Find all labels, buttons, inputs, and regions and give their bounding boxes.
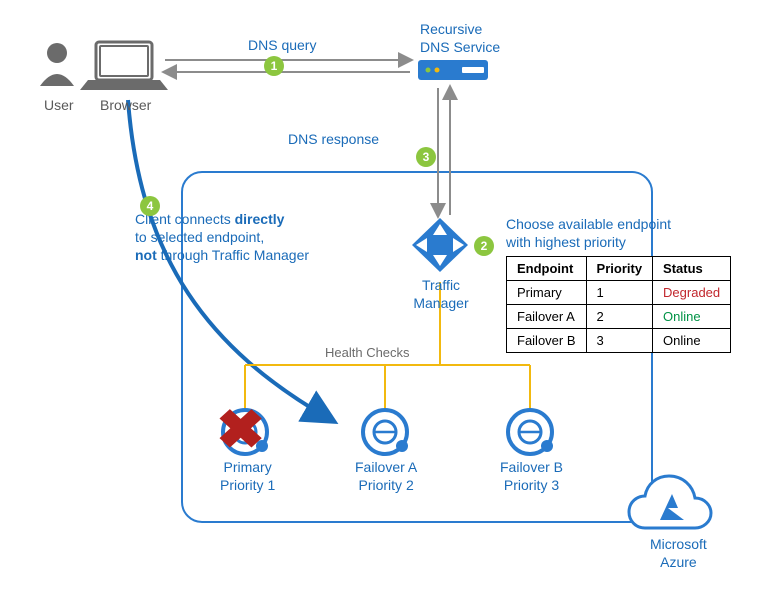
endpoint-failover-a-icon bbox=[363, 410, 408, 454]
user-icon bbox=[40, 43, 74, 86]
cell-endpoint: Failover A bbox=[507, 305, 587, 329]
azure-label-l2: Azure bbox=[660, 554, 697, 570]
endpoint-primary-priority: Priority 1 bbox=[220, 477, 275, 493]
endpoint-failover-a-name: Failover A bbox=[355, 459, 417, 475]
endpoint-failover-b-label: Failover B Priority 3 bbox=[500, 458, 563, 494]
cell-priority: 2 bbox=[586, 305, 653, 329]
endpoint-failover-b-icon bbox=[508, 410, 553, 454]
th-endpoint: Endpoint bbox=[507, 257, 587, 281]
cell-status: Online bbox=[653, 329, 731, 353]
choose-endpoint-l2: with highest priority bbox=[506, 234, 626, 250]
browser-label: Browser bbox=[100, 96, 151, 114]
client-connect-l3a: not bbox=[135, 247, 157, 263]
th-status: Status bbox=[653, 257, 731, 281]
dns-query-label: DNS query bbox=[248, 36, 316, 54]
endpoint-failover-b-name: Failover B bbox=[500, 459, 563, 475]
browser-icon bbox=[80, 42, 168, 90]
primary-failed-x-icon: ✖ bbox=[216, 398, 266, 461]
dns-service-label-l2: DNS Service bbox=[420, 39, 500, 55]
step-badge-2: 2 bbox=[474, 236, 494, 256]
client-connect-l3b: through Traffic Manager bbox=[157, 247, 309, 263]
table-row: Failover B 3 Online bbox=[507, 329, 731, 353]
table-row: Primary 1 Degraded bbox=[507, 281, 731, 305]
dns-response-label: DNS response bbox=[288, 130, 379, 148]
table-row: Failover A 2 Online bbox=[507, 305, 731, 329]
traffic-manager-icon bbox=[412, 218, 468, 272]
endpoint-table: Endpoint Priority Status Primary 1 Degra… bbox=[506, 256, 731, 353]
client-connect-text: Client connects directly to selected end… bbox=[135, 210, 365, 265]
health-checks-label: Health Checks bbox=[325, 345, 410, 362]
user-label: User bbox=[44, 96, 74, 114]
choose-endpoint-l1: Choose available endpoint bbox=[506, 216, 671, 232]
choose-endpoint-text: Choose available endpoint with highest p… bbox=[506, 215, 671, 251]
step-badge-1: 1 bbox=[264, 56, 284, 76]
traffic-manager-label: Traffic Manager bbox=[396, 276, 486, 312]
endpoint-failover-b-priority: Priority 3 bbox=[504, 477, 559, 493]
endpoint-primary-name: Primary bbox=[224, 459, 272, 475]
client-connect-l1b: directly bbox=[235, 211, 285, 227]
step-badge-3: 3 bbox=[416, 147, 436, 167]
endpoint-primary-label: Primary Priority 1 bbox=[220, 458, 275, 494]
dns-service-label: Recursive DNS Service bbox=[420, 20, 500, 56]
cell-endpoint: Primary bbox=[507, 281, 587, 305]
dns-service-icon bbox=[418, 60, 488, 80]
table-header-row: Endpoint Priority Status bbox=[507, 257, 731, 281]
endpoint-failover-a-priority: Priority 2 bbox=[359, 477, 414, 493]
th-priority: Priority bbox=[586, 257, 653, 281]
azure-label-l1: Microsoft bbox=[650, 536, 707, 552]
azure-label: Microsoft Azure bbox=[650, 535, 707, 571]
client-connect-l2: to selected endpoint, bbox=[135, 229, 264, 245]
cell-priority: 1 bbox=[586, 281, 653, 305]
cell-status: Degraded bbox=[653, 281, 731, 305]
cell-endpoint: Failover B bbox=[507, 329, 587, 353]
cell-priority: 3 bbox=[586, 329, 653, 353]
cell-status: Online bbox=[653, 305, 731, 329]
endpoint-failover-a-label: Failover A Priority 2 bbox=[355, 458, 417, 494]
azure-cloud-icon bbox=[629, 476, 711, 528]
step-badge-4: 4 bbox=[140, 196, 160, 216]
dns-service-label-l1: Recursive bbox=[420, 21, 482, 37]
